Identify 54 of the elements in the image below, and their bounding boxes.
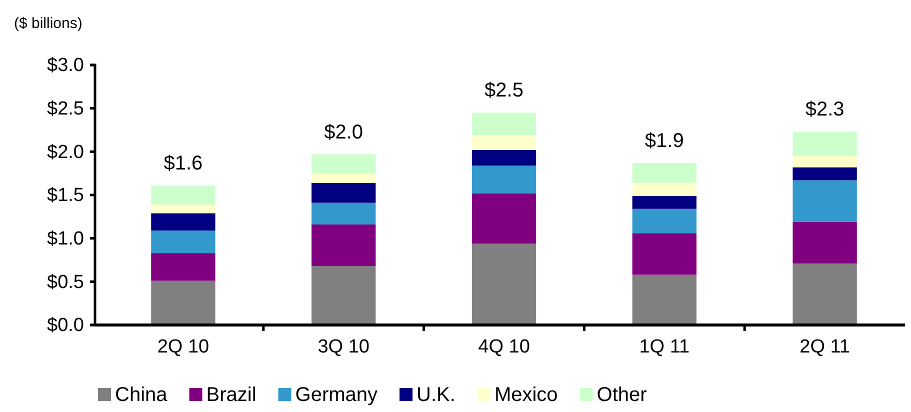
bar: [792, 156, 857, 168]
bar: [472, 193, 536, 244]
bar: [472, 112, 536, 136]
legend-label: Germany: [295, 384, 378, 406]
bar: [312, 173, 376, 183]
bar: [792, 222, 857, 264]
x-tick-label: 2Q 10: [157, 336, 210, 358]
x-tick-label: 4Q 10: [478, 336, 530, 358]
legend-label: Brazil: [206, 384, 256, 406]
bar: [472, 166, 536, 194]
bar: [312, 202, 376, 224]
total-label: $1.9: [644, 130, 684, 152]
bar: [151, 280, 216, 325]
bar: [312, 154, 376, 174]
y-tick-label: $1.5: [47, 185, 84, 206]
legend-label: China: [115, 384, 168, 406]
bar: [312, 224, 376, 266]
bar: [792, 180, 857, 222]
bar: [792, 263, 857, 325]
bar: [632, 233, 696, 275]
total-label: $2.5: [484, 80, 524, 102]
bar: [792, 132, 857, 156]
y-tick-label: $2.5: [47, 98, 84, 120]
bar: [151, 185, 216, 205]
x-tick-label: 2Q 11: [800, 336, 850, 358]
total-label: $2.3: [805, 98, 844, 121]
y-tick-label: $0.0: [47, 315, 84, 336]
bar: [151, 253, 216, 281]
bar: [312, 182, 376, 203]
bar: [312, 266, 376, 325]
bar: [632, 196, 696, 209]
y-tick-label: $1.0: [47, 228, 84, 250]
bar: [792, 167, 857, 180]
y-tick-label: $2.0: [47, 142, 84, 163]
legend-label: U.K.: [416, 384, 456, 406]
total-label: $1.6: [164, 152, 203, 174]
x-tick-label: 3Q 10: [318, 336, 370, 358]
y-tick-label: $3.0: [47, 55, 84, 76]
bar: [472, 135, 536, 150]
bar: [472, 244, 536, 325]
y-tick-label: $0.5: [47, 272, 84, 293]
bar: [151, 204, 216, 214]
bar: [632, 274, 696, 325]
x-tick-label: 1Q 11: [639, 336, 690, 358]
legend-label: Other: [596, 384, 648, 406]
bar: [472, 150, 536, 166]
y-axis-title: ($ billions): [14, 15, 82, 32]
total-label: $2.0: [324, 121, 364, 144]
bar: [151, 230, 216, 254]
bar: [151, 213, 216, 231]
bar: [632, 182, 696, 196]
legend-label: Mexico: [494, 384, 558, 406]
bar: [632, 208, 696, 234]
bar: [632, 162, 696, 183]
